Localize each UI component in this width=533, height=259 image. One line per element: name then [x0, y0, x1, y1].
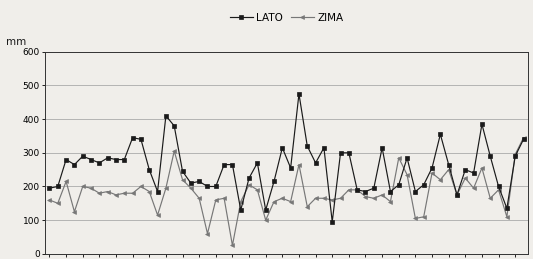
Legend: LATO, ZIMA: LATO, ZIMA: [230, 13, 343, 23]
Text: mm: mm: [6, 37, 27, 47]
ZIMA: [454, 193, 460, 196]
LATO: [504, 207, 510, 210]
Line: ZIMA: ZIMA: [47, 136, 526, 247]
LATO: [379, 146, 385, 149]
LATO: [462, 168, 469, 171]
ZIMA: [520, 136, 527, 139]
LATO: [163, 114, 169, 117]
ZIMA: [163, 186, 169, 190]
ZIMA: [404, 173, 410, 176]
LATO: [329, 220, 335, 223]
Line: LATO: LATO: [47, 92, 526, 224]
LATO: [520, 138, 527, 141]
LATO: [46, 186, 53, 190]
ZIMA: [46, 198, 53, 202]
ZIMA: [504, 215, 510, 218]
LATO: [155, 190, 161, 193]
LATO: [296, 92, 302, 95]
ZIMA: [155, 213, 161, 217]
ZIMA: [370, 197, 377, 200]
LATO: [412, 190, 418, 193]
ZIMA: [229, 244, 236, 247]
